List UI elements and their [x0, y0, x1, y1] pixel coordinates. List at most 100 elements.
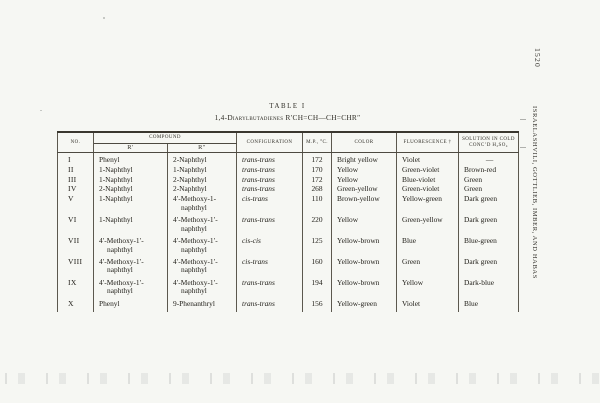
scan-speck [103, 17, 105, 19]
cell-r1: 1-Naphthyl [93, 212, 168, 234]
cell-solution: — [458, 152, 520, 165]
cell-r2: 4′-Methoxy-1′-naphthyl [166, 233, 238, 255]
cell-r2: 2-Naphthyl [166, 184, 238, 194]
table-row: II 1-Naphthyl 1-Naphthyl trans-trans 170 Yell… [57, 164, 520, 175]
cell-config: trans-trans [236, 275, 304, 297]
cell-color: Brown-yellow [331, 194, 398, 213]
cell-no: II [57, 164, 94, 175]
cell-fluorescence: Green-violet [396, 164, 460, 175]
cell-config: cis-cis [236, 233, 304, 255]
cell-mp: 110 [302, 194, 333, 213]
table-header: No. Compound Configuration M.P., °C. Col… [57, 130, 520, 154]
scan-artifact-dash [520, 147, 526, 148]
cell-color: Green-yellow [331, 184, 398, 194]
cell-solution: Green [458, 174, 520, 185]
cell-no: VII [57, 233, 94, 255]
cell-r2: 2-Naphthyl [166, 152, 238, 165]
cell-no: VI [57, 212, 94, 234]
header-mp: M.P., °C. [302, 131, 333, 154]
scan-artifact-strip [0, 373, 600, 384]
cell-r1: Phenyl [93, 152, 168, 165]
scan-speck [40, 110, 42, 111]
cell-solution: Blue [458, 296, 520, 313]
header-fluorescence: Fluorescence † [396, 131, 460, 154]
table-row: V 1-Naphthyl 4′-Methoxy-1-naphthyl cis-tran… [57, 194, 520, 213]
cell-no: X [57, 296, 94, 313]
cell-solution: Dark green [458, 194, 520, 213]
cell-color: Yellow-brown [331, 233, 398, 255]
cell-r1: 4′-Methoxy-1′-naphthyl [93, 275, 168, 297]
table-body: I Phenyl 2-Naphthyl trans-trans 172 Bright ye… [57, 152, 520, 313]
cell-fluorescence: Green-violet [396, 184, 460, 194]
cell-mp: 125 [302, 233, 333, 255]
cell-fluorescence: Violet [396, 152, 460, 165]
cell-config: trans-trans [236, 212, 304, 234]
cell-solution: Brown-red [458, 164, 520, 175]
page-number: 1520 [533, 48, 542, 68]
cell-r1: Phenyl [93, 296, 168, 313]
cell-solution: Blue-green [458, 233, 520, 255]
cell-r1: 2-Naphthyl [93, 184, 168, 194]
table-caption: TABLE I [269, 103, 306, 110]
header-configuration: Configuration [236, 131, 304, 154]
cell-r2: 9-Phenanthryl [166, 296, 238, 313]
cell-solution: Dark green [458, 212, 520, 234]
cell-config: trans-trans [236, 184, 304, 194]
cell-color: Yellow-brown [331, 275, 398, 297]
cell-mp: 172 [302, 152, 333, 165]
cell-mp: 160 [302, 254, 333, 276]
table-row: VI 1-Naphthyl 4′-Methoxy-1′-naphthyl trans-… [57, 212, 520, 234]
cell-color: Yellow [331, 212, 398, 234]
cell-mp: 194 [302, 275, 333, 297]
cell-no: I [57, 152, 94, 165]
cell-mp: 172 [302, 174, 333, 185]
cell-color: Bright yellow [331, 152, 398, 165]
cell-color: Yellow [331, 164, 398, 175]
cell-no: IX [57, 275, 94, 297]
table-row: IX 4′-Methoxy-1′-naphthyl 4′-Methoxy-1′-na… [57, 275, 520, 297]
cell-r2: 4′-Methoxy-1′-naphthyl [166, 254, 238, 276]
cell-r1: 4′-Methoxy-1′-naphthyl [93, 254, 168, 276]
cell-config: cis-trans [236, 254, 304, 276]
cell-fluorescence: Violet [396, 296, 460, 313]
header-solution-line1: Solution in cold [462, 137, 515, 142]
cell-r1: 1-Naphthyl [93, 174, 168, 185]
cell-r2: 4′-Methoxy-1-naphthyl [166, 194, 238, 213]
cell-fluorescence: Yellow [396, 275, 460, 297]
cell-r1: 1-Naphthyl [93, 194, 168, 213]
cell-config: cis-trans [236, 194, 304, 213]
header-no: No. [57, 131, 94, 154]
table-row: VIII 4′-Methoxy-1′-naphthyl 4′-Methoxy-1′-… [57, 254, 520, 276]
cell-config: trans-trans [236, 164, 304, 175]
table-row: VII 4′-Methoxy-1′-naphthyl 4′-Methoxy-1′-n… [57, 233, 520, 255]
cell-config: trans-trans [236, 296, 304, 313]
cell-config: trans-trans [236, 152, 304, 165]
header-solution-line2: conc’d H₂SO₄ [469, 142, 508, 148]
cell-color: Yellow-green [331, 296, 398, 313]
cell-solution: Dark-blue [458, 275, 520, 297]
header-r-double-prime: R″ [166, 143, 238, 154]
cell-no: V [57, 194, 94, 213]
cell-solution: Green [458, 184, 520, 194]
table-row: I Phenyl 2-Naphthyl trans-trans 172 Bright ye… [57, 152, 520, 165]
cell-color: Yellow [331, 174, 398, 185]
cell-mp: 268 [302, 184, 333, 194]
table-title-block: TABLE I 1,4-Diarylbutadienes R′CH=CH—CH=… [57, 103, 518, 122]
cell-r2: 2-Naphthyl [166, 174, 238, 185]
cell-fluorescence: Green-yellow [396, 212, 460, 234]
header-color: Color [331, 131, 398, 154]
table-row: IV 2-Naphthyl 2-Naphthyl trans-trans 268 Gree… [57, 184, 520, 194]
table-row: X Phenyl 9-Phenanthryl trans-trans 156 Yellow… [57, 296, 520, 313]
cell-mp: 220 [302, 212, 333, 234]
cell-solution: Dark green [458, 254, 520, 276]
cell-fluorescence: Blue-violet [396, 174, 460, 185]
cell-fluorescence: Green [396, 254, 460, 276]
table-row: III 1-Naphthyl 2-Naphthyl trans-trans 172 Yel… [57, 174, 520, 185]
running-head-authors: ISRAELASHVILI, GOTTLIEB, IMBER, AND HABA… [531, 106, 538, 279]
cell-fluorescence: Blue [396, 233, 460, 255]
cell-fluorescence: Yellow-green [396, 194, 460, 213]
diarylbutadienes-table: No. Compound Configuration M.P., °C. Col… [57, 130, 520, 313]
cell-r2: 4′-Methoxy-1′-naphthyl [166, 212, 238, 234]
cell-no: IV [57, 184, 94, 194]
